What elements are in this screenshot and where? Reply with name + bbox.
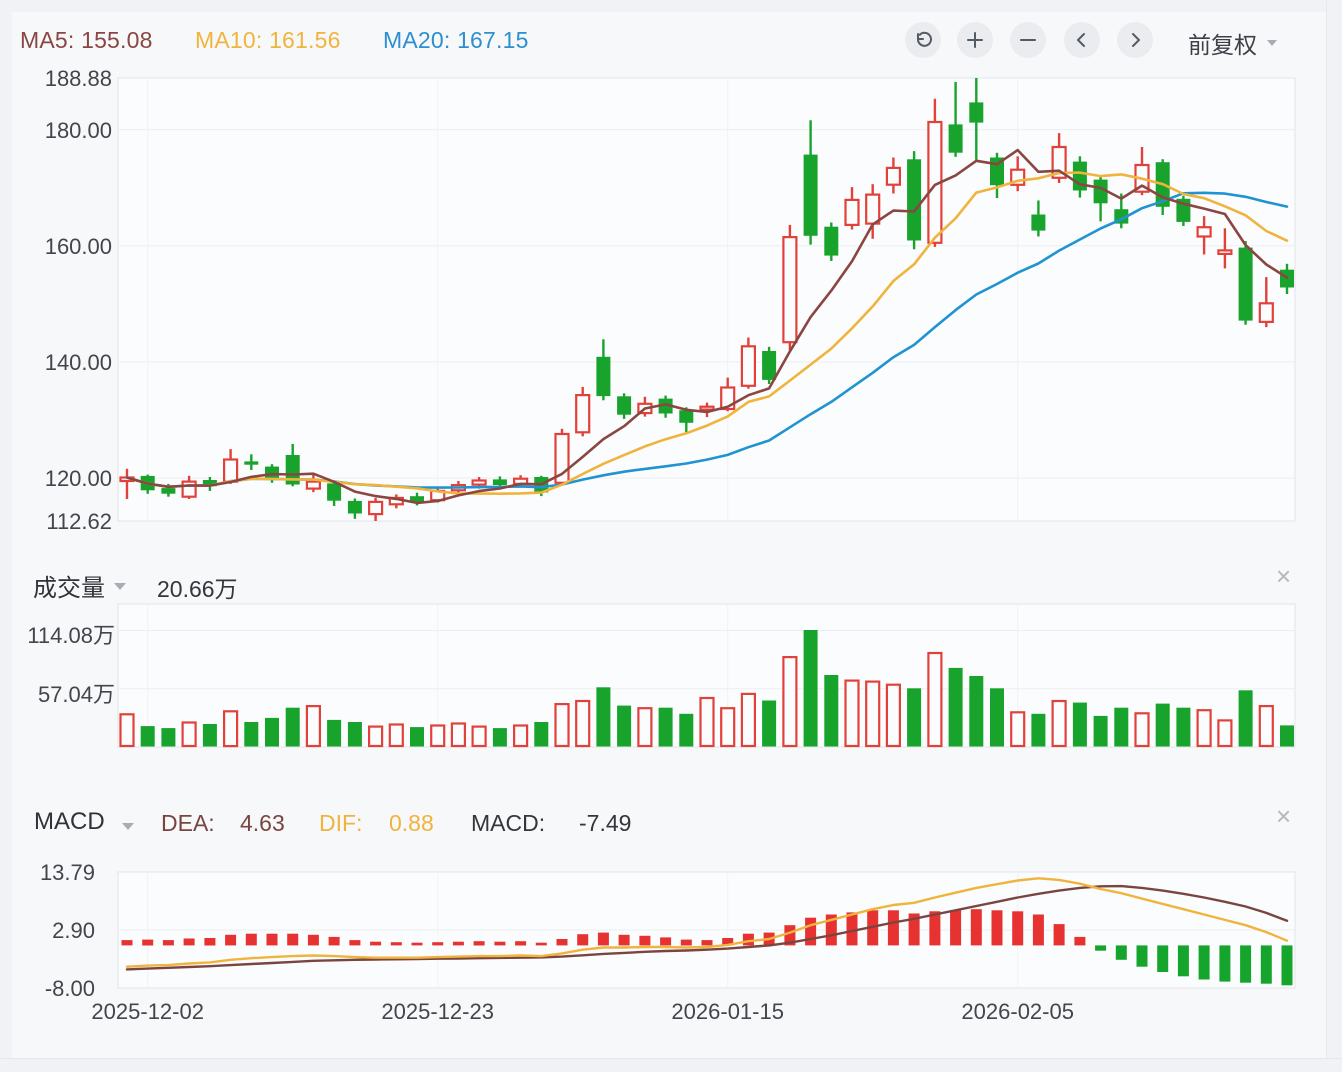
dif-value: 0.88 <box>389 810 434 836</box>
zoom-out-icon <box>1020 39 1036 41</box>
pan-right-button[interactable] <box>1117 22 1153 58</box>
volume-indicator-dropdown[interactable]: 成交量 <box>33 575 105 602</box>
chevron-down-icon <box>122 823 134 830</box>
page-edge-right <box>1326 0 1342 1072</box>
ma5-legend: MA5: 155.08 <box>20 27 153 53</box>
volume-axis-label: 114.08万 <box>27 623 115 649</box>
dea-value: 4.63 <box>240 810 285 836</box>
adjust-type-dropdown[interactable]: 前复权 <box>1188 26 1277 60</box>
price-axis-label: 160.00 <box>44 233 112 259</box>
zoom-in-button[interactable] <box>957 22 993 58</box>
chevron-down-icon <box>1267 40 1277 46</box>
date-axis-label: 2025-12-23 <box>381 999 494 1024</box>
macd-axis-label: 13.79 <box>39 860 95 885</box>
chevron-down-icon <box>114 583 126 590</box>
page-edge-bottom <box>0 1058 1342 1072</box>
reset-zoom-button[interactable] <box>905 22 941 58</box>
date-axis-label: 2026-01-15 <box>671 999 784 1024</box>
date-axis-label: 2025-12-02 <box>91 999 204 1024</box>
pan-left-button[interactable] <box>1064 22 1100 58</box>
macd-axis-label: -8.00 <box>44 976 95 1001</box>
ma10-legend: MA10: 161.56 <box>195 27 341 53</box>
date-axis-label: 2026-02-05 <box>961 999 1074 1024</box>
dea-label: DEA: <box>161 810 215 836</box>
macd-label: MACD: <box>471 810 546 836</box>
macd-value: -7.49 <box>579 810 632 836</box>
volume-axis-label: 57.04万 <box>37 681 115 707</box>
close-volume-panel-icon[interactable]: × <box>1276 561 1292 591</box>
chevron-right-icon <box>1132 33 1140 47</box>
price-axis-label: 140.00 <box>44 349 112 375</box>
macd-indicator-dropdown[interactable]: MACD <box>34 808 105 835</box>
price-axis-label: 180.00 <box>44 117 112 143</box>
volume-current-value: 20.66万 <box>157 576 238 602</box>
page-edge-left <box>0 0 12 1072</box>
dif-label: DIF: <box>319 810 363 836</box>
chevron-left-icon <box>1077 33 1085 47</box>
price-axis-label: 188.88 <box>44 66 112 91</box>
macd-axis-label: 2.90 <box>52 917 95 943</box>
ma20-legend: MA20: 167.15 <box>383 27 529 53</box>
price-axis-label: 112.62 <box>46 509 112 534</box>
adjust-type-label: 前复权 <box>1188 32 1257 58</box>
price-axis-label: 120.00 <box>44 466 112 492</box>
close-macd-panel-icon[interactable]: × <box>1276 801 1292 831</box>
page-edge-top <box>0 0 1342 12</box>
zoom-out-button[interactable] <box>1010 22 1046 58</box>
undo-icon <box>916 31 932 47</box>
zoom-in-icon <box>967 32 983 48</box>
